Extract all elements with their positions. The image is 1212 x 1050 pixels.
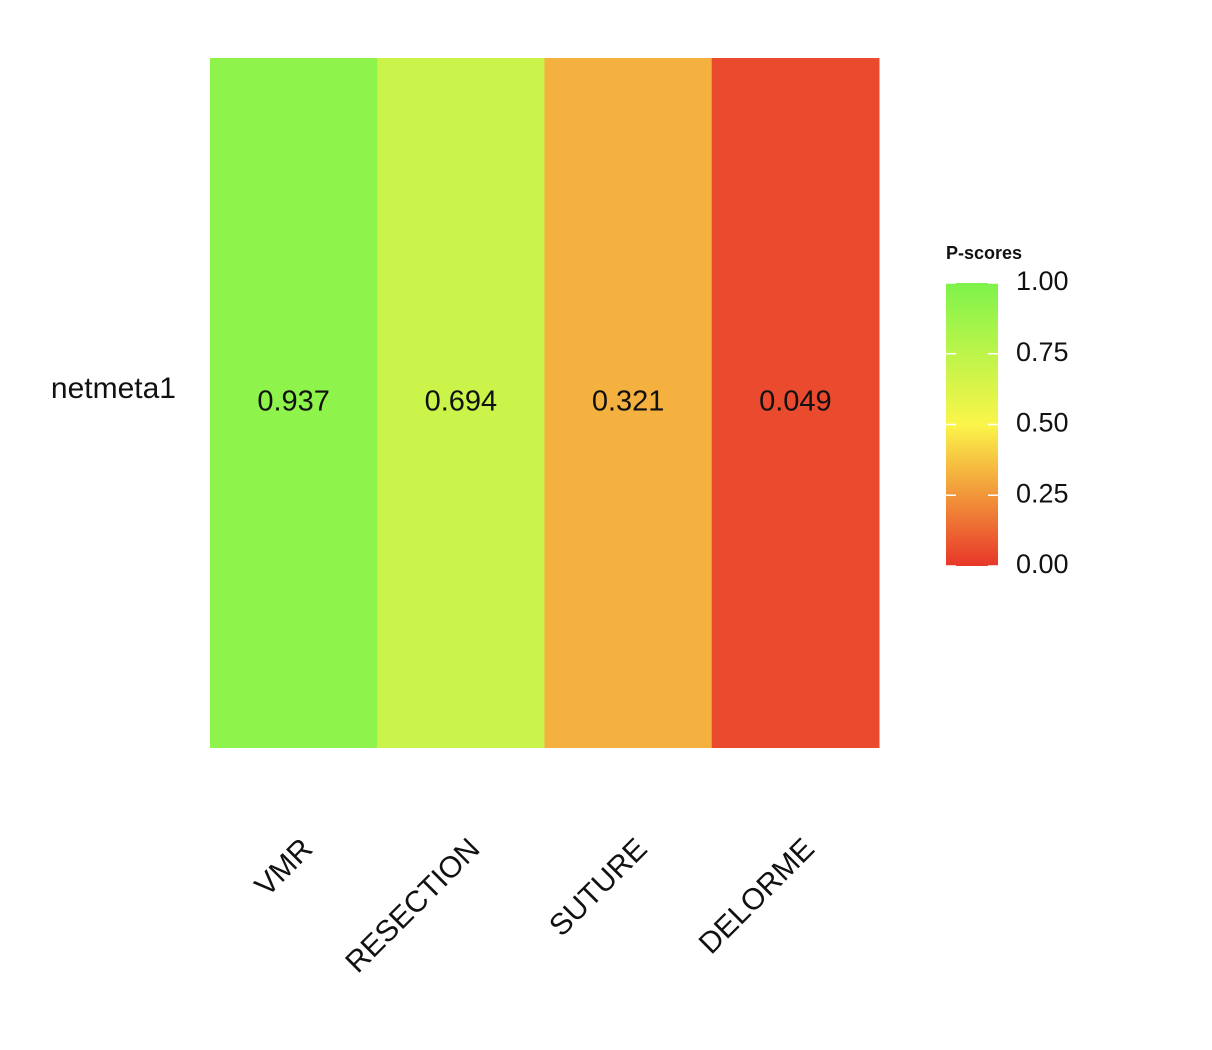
colorbar-tick-label: 0.25 — [1016, 478, 1069, 508]
colorbar-tick-label: 0.00 — [1016, 549, 1069, 579]
cell-label: 0.321 — [592, 386, 665, 418]
cell-label: 0.937 — [257, 386, 330, 418]
cell — [711, 58, 880, 748]
row-label: netmeta1 — [51, 372, 176, 405]
colorbar-tick-label: 0.75 — [1016, 337, 1069, 367]
x-tick-label: VMR — [249, 832, 319, 902]
cell-label: 0.049 — [759, 386, 832, 418]
x-tick-label: DELORME — [693, 832, 821, 960]
x-tick-label: SUTURE — [543, 832, 654, 943]
colorbar-tick-label: 1.00 — [1016, 266, 1069, 296]
cell — [544, 58, 713, 748]
x-tick-label: RESECTION — [339, 832, 486, 979]
colorbar-title: P-scores — [946, 243, 1022, 263]
cell — [377, 58, 545, 748]
cell-label: 0.694 — [425, 386, 498, 418]
cell — [210, 58, 378, 748]
colorbar-tick-label: 0.50 — [1016, 408, 1069, 438]
